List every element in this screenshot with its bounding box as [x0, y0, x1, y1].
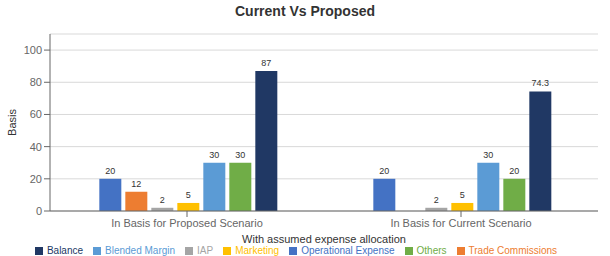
svg-text:30: 30: [235, 150, 245, 160]
svg-text:2: 2: [160, 195, 165, 205]
svg-text:5: 5: [460, 190, 465, 200]
svg-text:Basis: Basis: [8, 109, 18, 136]
html-text:Marketing: Marketing: [235, 245, 280, 256]
svg-text:87: 87: [261, 58, 271, 68]
html-text:Operational Expense: Operational Expense: [301, 245, 395, 256]
svg-text:2: 2: [434, 195, 439, 205]
svg-text:60: 60: [30, 108, 42, 120]
html-text:Blended Margin: Blended Margin: [105, 245, 176, 256]
html-text:Others: Others: [416, 245, 447, 256]
svg-text:30: 30: [483, 150, 493, 160]
svg-text:20: 20: [509, 166, 519, 176]
svg-text:20: 20: [105, 166, 115, 176]
svg-text:74.3: 74.3: [532, 78, 550, 88]
svg-text:30: 30: [209, 150, 219, 160]
svg-text:80: 80: [30, 76, 42, 88]
html-text:Current Vs Proposed: Current Vs Proposed: [235, 3, 375, 19]
svg-text:40: 40: [30, 141, 42, 153]
svg-text:With assumed expense allocatio: With assumed expense allocation: [242, 233, 406, 245]
svg-text:20: 20: [379, 166, 389, 176]
svg-text:12: 12: [131, 179, 141, 189]
html-text:Trade Commissions: Trade Commissions: [468, 245, 558, 256]
svg-text:100: 100: [24, 44, 42, 56]
html-text:IAP: IAP: [197, 245, 214, 256]
svg-text:In Basis for Proposed Scenario: In Basis for Proposed Scenario: [111, 217, 263, 229]
svg-text:0: 0: [36, 205, 42, 217]
svg-text:5: 5: [186, 190, 191, 200]
html-text:Balance: Balance: [46, 245, 83, 256]
svg-text:In Basis for Current Scenario: In Basis for Current Scenario: [390, 217, 531, 229]
svg-text:20: 20: [30, 173, 42, 185]
